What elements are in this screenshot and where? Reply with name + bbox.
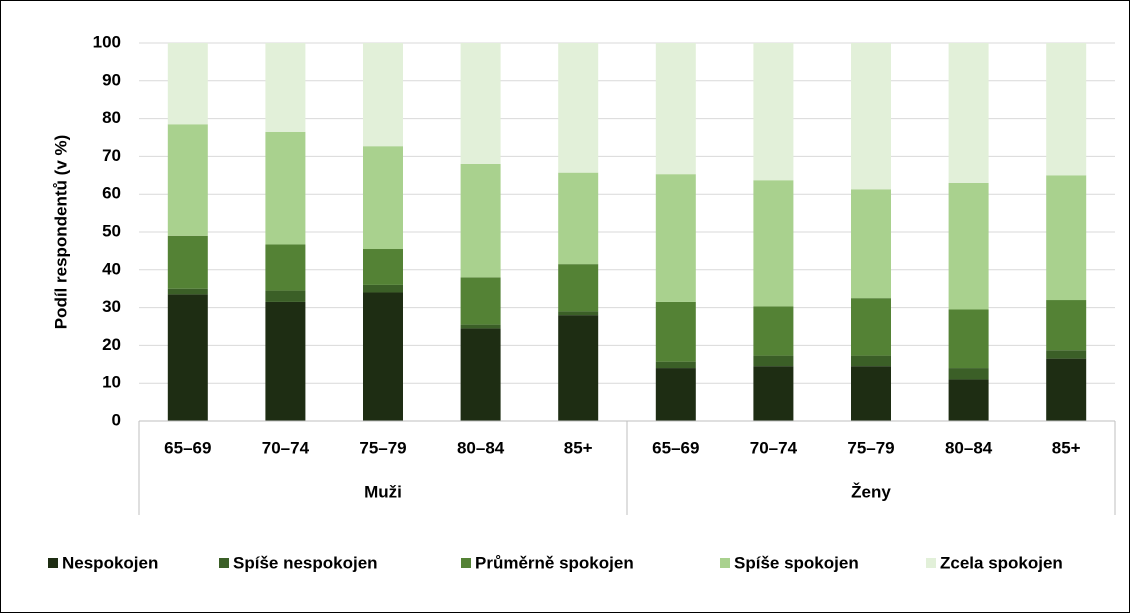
bar-segment xyxy=(558,43,599,173)
legend-label: Spíše spokojen xyxy=(734,553,859,572)
bar-segment xyxy=(851,189,891,299)
legend-swatch xyxy=(219,558,229,568)
bar-segment xyxy=(363,146,403,250)
bar-segment xyxy=(558,315,599,421)
bar-segment xyxy=(753,355,794,367)
legend-swatch xyxy=(48,558,58,568)
bar-segment xyxy=(1046,358,1087,421)
bar-segment xyxy=(363,249,403,285)
bar-segment xyxy=(460,43,501,164)
bar-segment xyxy=(460,163,501,278)
y-tick-label: 30 xyxy=(102,297,121,316)
bar-segment xyxy=(460,328,501,421)
bar-segment xyxy=(948,43,989,183)
y-tick-label: 70 xyxy=(102,146,121,165)
bar-segment xyxy=(753,43,794,181)
x-tick-label: 85+ xyxy=(564,438,593,457)
x-tick-label: 70–74 xyxy=(262,438,310,457)
bar-segment xyxy=(851,43,891,190)
bar-segment xyxy=(265,244,306,291)
bar-segment xyxy=(948,309,989,369)
legend-label: Spíše nespokojen xyxy=(233,553,378,572)
legend-swatch xyxy=(461,558,471,568)
y-tick-label: 100 xyxy=(93,32,121,51)
y-tick-label: 60 xyxy=(102,184,121,203)
group-label: Ženy xyxy=(851,482,891,501)
bar-segment xyxy=(948,379,989,421)
legend-label: Průměrně spokojen xyxy=(475,553,634,572)
bar-segment xyxy=(167,124,208,236)
y-axis-title: Podíl respondentů (v %) xyxy=(51,135,70,330)
y-tick-label: 90 xyxy=(102,70,121,89)
y-tick-label: 80 xyxy=(102,108,121,127)
legend-swatch xyxy=(720,558,730,568)
bar-segment xyxy=(265,301,306,421)
y-tick-label: 0 xyxy=(112,410,121,429)
bar-segment xyxy=(265,43,306,132)
bar-segment xyxy=(753,306,794,356)
bar-segment xyxy=(655,361,696,369)
bar-segment xyxy=(655,368,696,421)
bar-segment xyxy=(851,298,891,356)
bar-segment xyxy=(753,180,794,307)
x-tick-label: 65–69 xyxy=(164,438,211,457)
x-tick-label: 75–79 xyxy=(359,438,406,457)
legend-label: Zcela spokojen xyxy=(940,553,1063,572)
bar-segment xyxy=(1046,300,1087,351)
bar-segment xyxy=(851,366,891,421)
y-tick-label: 40 xyxy=(102,259,121,278)
bar-segment xyxy=(655,43,696,175)
x-tick-label: 70–74 xyxy=(750,438,798,457)
bar-segment xyxy=(265,131,306,245)
x-tick-label: 65–69 xyxy=(652,438,699,457)
bar-segment xyxy=(167,43,208,125)
y-tick-label: 10 xyxy=(102,373,121,392)
bar-segment xyxy=(558,264,599,312)
x-tick-label: 80–84 xyxy=(945,438,993,457)
legend-label: Nespokojen xyxy=(62,553,158,572)
bar-segment xyxy=(363,292,403,421)
bar-segment xyxy=(558,172,599,265)
y-tick-label: 20 xyxy=(102,335,121,354)
bar-segment xyxy=(948,182,989,310)
bar-segment xyxy=(655,174,696,302)
bar-segment xyxy=(460,277,501,325)
bar-segment xyxy=(363,43,403,147)
x-tick-label: 75–79 xyxy=(847,438,894,457)
bar-segment xyxy=(460,324,501,329)
bar-segment xyxy=(167,235,208,289)
bar-segment xyxy=(1046,43,1087,176)
bar-segment xyxy=(363,284,403,293)
bar-segment xyxy=(558,311,599,316)
bar-segment xyxy=(851,355,891,367)
bar-segment xyxy=(167,294,208,421)
legend-swatch xyxy=(926,558,936,568)
bar-segment xyxy=(167,288,208,295)
group-label: Muži xyxy=(364,482,402,501)
bar-segment xyxy=(1046,175,1087,301)
x-tick-label: 85+ xyxy=(1052,438,1081,457)
bar-segment xyxy=(655,301,696,362)
x-tick-label: 80–84 xyxy=(457,438,505,457)
bar-segment xyxy=(265,290,306,302)
bar-segment xyxy=(948,368,989,380)
y-tick-label: 50 xyxy=(102,221,121,240)
bar-segment xyxy=(1046,350,1087,359)
bar-segment xyxy=(753,366,794,421)
